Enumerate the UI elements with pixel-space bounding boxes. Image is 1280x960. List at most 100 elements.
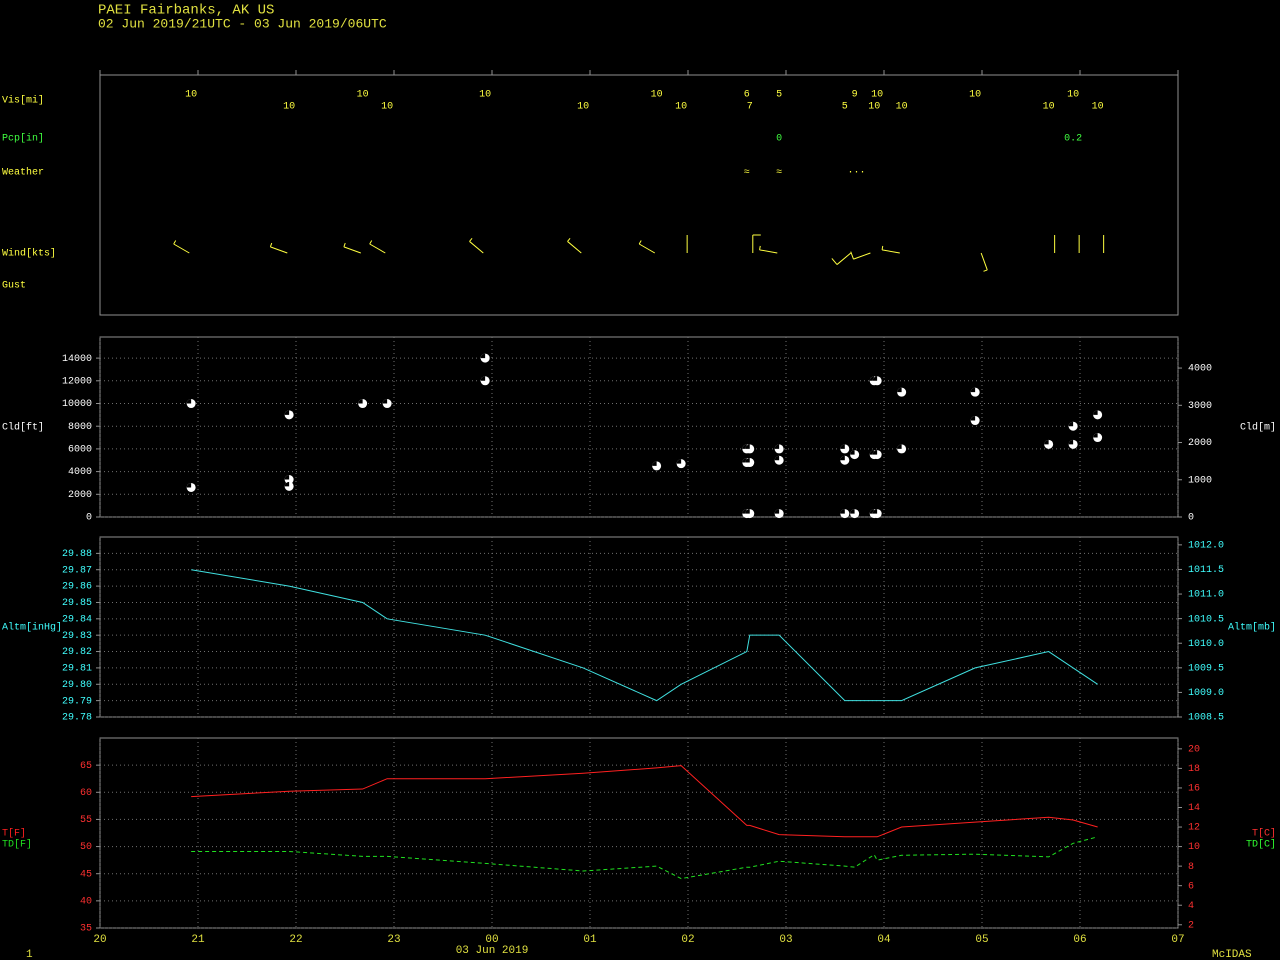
cloud-cover-wedge xyxy=(652,461,657,466)
y2-tick-label: 2 xyxy=(1188,920,1194,931)
brand: McIDAS xyxy=(1212,949,1252,960)
cloud-cover-wedge xyxy=(774,455,780,461)
obs-value: 7 xyxy=(747,102,753,113)
y-tick-label: 50 xyxy=(80,842,92,853)
x-tick-label: 07 xyxy=(1171,934,1184,946)
wind-barb xyxy=(343,242,361,254)
y2-tick-label: 18 xyxy=(1188,764,1200,775)
cloud-cover-wedge xyxy=(850,509,855,514)
y-tick-label: 60 xyxy=(80,788,92,799)
cloud-cover-wedge xyxy=(745,458,750,463)
x-tick-label: 22 xyxy=(289,934,302,946)
series-line xyxy=(191,569,1098,702)
wind-barb xyxy=(173,240,190,254)
x-tick-label: 03 xyxy=(779,934,792,946)
obs-value: 10 xyxy=(283,102,295,113)
row-label: Wind[kts] xyxy=(2,248,56,260)
cloud-cover-wedge xyxy=(284,481,290,487)
cloud-cover-wedge xyxy=(1068,439,1074,445)
panel-frame xyxy=(99,737,1179,929)
cloud-cover-wedge xyxy=(850,450,855,455)
y2-tick-label: 1011.5 xyxy=(1188,565,1224,576)
cloud-cover-wedge xyxy=(284,475,290,480)
cloud-cover-wedge xyxy=(897,444,902,449)
y-tick-label: 29.85 xyxy=(62,598,92,609)
y2-axis-label: Cld[m] xyxy=(1240,422,1276,434)
obs-value: 5 xyxy=(776,90,782,101)
obs-value: 0 xyxy=(776,134,782,145)
y2-tick-label: 2000 xyxy=(1188,438,1212,449)
y2-tick-label: 20 xyxy=(1188,744,1200,755)
y-tick-label: 14000 xyxy=(62,354,92,365)
obs-value: 0.2 xyxy=(1064,134,1082,145)
y2-tick-label: 1011.0 xyxy=(1188,590,1224,601)
cloud-cover-wedge xyxy=(872,509,878,514)
y-tick-label: 29.78 xyxy=(62,713,92,724)
series-line xyxy=(191,765,1098,838)
y2-tick-label: 1009.0 xyxy=(1188,688,1224,699)
y-tick-label: 29.82 xyxy=(62,647,92,658)
y2-tick-label: 8 xyxy=(1188,862,1194,873)
cloud-cover-wedge xyxy=(840,444,845,449)
cloud-cover-wedge xyxy=(872,450,878,455)
wind-barb xyxy=(469,238,484,254)
y-tick-label: 55 xyxy=(80,815,92,826)
cloud-cover-wedge xyxy=(382,399,388,404)
cloud-cover-wedge xyxy=(872,376,878,381)
wind-barb xyxy=(850,251,871,260)
x-tick-label: 23 xyxy=(387,934,400,946)
obs-value: ≈ xyxy=(776,168,782,179)
cloud-cover-wedge xyxy=(745,444,750,449)
y2-axis-label: TD[C] xyxy=(1246,839,1276,851)
cloud-cover-wedge xyxy=(897,387,902,393)
cloud-cover-wedge xyxy=(970,387,976,393)
obs-value: 10 xyxy=(1067,90,1079,101)
obs-value: ≈ xyxy=(744,168,750,179)
obs-value: 10 xyxy=(381,102,393,113)
cloud-cover-wedge xyxy=(1068,421,1074,427)
obs-value: 10 xyxy=(651,90,663,101)
cloud-cover-wedge xyxy=(1044,439,1049,445)
wind-barb xyxy=(269,242,288,254)
obs-value: 9 xyxy=(852,90,858,101)
row-label: Vis[mi] xyxy=(2,95,44,107)
wind-barb xyxy=(752,234,761,253)
subtitle: 02 Jun 2019/21UTC - 03 Jun 2019/06UTC xyxy=(98,16,387,31)
obs-value: 10 xyxy=(1043,102,1055,113)
panel-frame xyxy=(99,336,1179,518)
cloud-cover-wedge xyxy=(1093,410,1098,415)
x-tick-label: 20 xyxy=(93,934,106,946)
x-tick-label: 04 xyxy=(877,934,891,946)
y-tick-label: 29.79 xyxy=(62,696,92,707)
y-tick-label: 10000 xyxy=(62,399,92,410)
y-tick-label: 4000 xyxy=(68,467,92,478)
y2-axis-label: T[C] xyxy=(1252,828,1276,840)
y-tick-label: 45 xyxy=(80,869,92,880)
y-tick-label: 29.80 xyxy=(62,680,92,691)
y-tick-label: 12000 xyxy=(62,376,92,387)
row-label: Pcp[in] xyxy=(2,133,44,145)
y-tick-label: 0 xyxy=(86,513,92,524)
wind-barb xyxy=(881,245,900,254)
y-tick-label: 29.86 xyxy=(62,582,92,593)
wind-barb xyxy=(638,240,656,254)
y2-tick-label: 16 xyxy=(1188,784,1200,795)
y-tick-label: 40 xyxy=(80,896,92,907)
y2-tick-label: 1009.5 xyxy=(1188,663,1224,674)
y2-tick-label: 4000 xyxy=(1188,364,1212,375)
y-tick-label: 29.81 xyxy=(62,664,92,675)
series-line xyxy=(191,836,1098,880)
cloud-cover-wedge xyxy=(840,455,845,461)
cloud-cover-wedge xyxy=(840,509,845,514)
y2-tick-label: 3000 xyxy=(1188,401,1212,412)
x-axis-label: 03 Jun 2019 xyxy=(456,945,529,957)
panel-frame xyxy=(99,536,1179,718)
obs-value: ∙∙∙ xyxy=(848,168,866,179)
y-tick-label: 35 xyxy=(80,924,92,935)
y-tick-label: 65 xyxy=(80,761,92,772)
cloud-cover-wedge xyxy=(676,459,682,464)
cloud-cover-wedge xyxy=(745,509,750,514)
obs-value: 10 xyxy=(1092,102,1104,113)
obs-value: 10 xyxy=(969,90,981,101)
